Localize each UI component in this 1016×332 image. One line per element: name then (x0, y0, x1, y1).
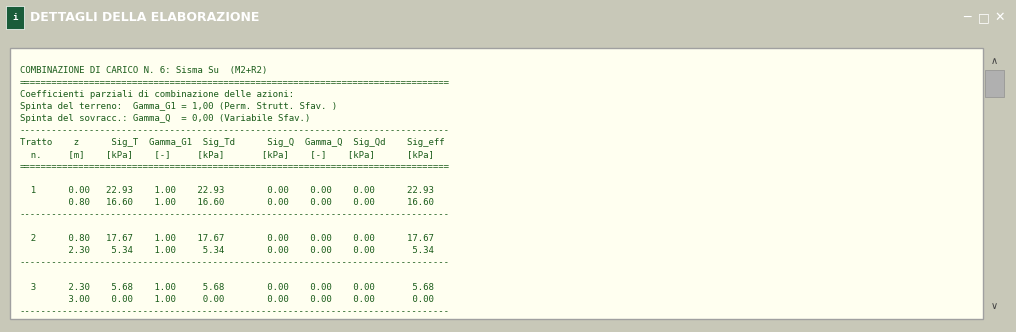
Text: 3.00    0.00    1.00     0.00        0.00    0.00    0.00       0.00: 3.00 0.00 1.00 0.00 0.00 0.00 0.00 0.00 (20, 294, 434, 303)
Text: □: □ (977, 11, 990, 24)
Text: Spinta del terreno:  Gamma_G1 = 1,00 (Perm. Strutt. Sfav. ): Spinta del terreno: Gamma_G1 = 1,00 (Per… (20, 102, 337, 111)
Text: ================================================================================: ========================================… (20, 78, 450, 87)
FancyBboxPatch shape (10, 48, 983, 319)
Text: DETTAGLI DELLA ELABORAZIONE: DETTAGLI DELLA ELABORAZIONE (30, 11, 260, 24)
Text: COMBINAZIONE DI CARICO N. 6: Sisma Su  (M2+R2): COMBINAZIONE DI CARICO N. 6: Sisma Su (M… (20, 66, 267, 75)
Text: --------------------------------------------------------------------------------: ----------------------------------------… (20, 126, 450, 135)
Text: --------------------------------------------------------------------------------: ----------------------------------------… (20, 307, 450, 316)
Text: Spinta del sovracc.: Gamma_Q  = 0,00 (Variabile Sfav.): Spinta del sovracc.: Gamma_Q = 0,00 (Var… (20, 114, 310, 123)
Text: i: i (12, 13, 18, 22)
Text: --------------------------------------------------------------------------------: ----------------------------------------… (20, 258, 450, 268)
Text: 0.80   16.60    1.00    16.60        0.00    0.00    0.00      16.60: 0.80 16.60 1.00 16.60 0.00 0.00 0.00 16.… (20, 198, 434, 207)
Text: --------------------------------------------------------------------------------: ----------------------------------------… (20, 210, 450, 219)
Text: ✕: ✕ (995, 11, 1005, 24)
Text: 3      2.30    5.68    1.00     5.68        0.00    0.00    0.00       5.68: 3 2.30 5.68 1.00 5.68 0.00 0.00 0.00 5.6… (20, 283, 434, 291)
Text: ∨: ∨ (991, 300, 999, 311)
Text: Coefficienti parziali di combinazione delle azioni:: Coefficienti parziali di combinazione de… (20, 90, 294, 99)
Text: n.     [m]    [kPa]    [-]     [kPa]       [kPa]    [-]    [kPa]      [kPa]: n. [m] [kPa] [-] [kPa] [kPa] [-] [kPa] [… (20, 150, 434, 159)
Text: ─: ─ (963, 11, 971, 24)
FancyBboxPatch shape (6, 6, 24, 29)
Text: 2.30    5.34    1.00     5.34        0.00    0.00    0.00       5.34: 2.30 5.34 1.00 5.34 0.00 0.00 0.00 5.34 (20, 246, 434, 255)
FancyBboxPatch shape (986, 70, 1004, 97)
Text: ∧: ∧ (991, 56, 999, 66)
Text: 1      0.00   22.93    1.00    22.93        0.00    0.00    0.00      22.93: 1 0.00 22.93 1.00 22.93 0.00 0.00 0.00 2… (20, 186, 434, 195)
Text: 2      0.80   17.67    1.00    17.67        0.00    0.00    0.00      17.67: 2 0.80 17.67 1.00 17.67 0.00 0.00 0.00 1… (20, 234, 434, 243)
Text: ================================================================================: ========================================… (20, 162, 450, 171)
Text: Tratto    z      Sig_T  Gamma_G1  Sig_Td      Sig_Q  Gamma_Q  Sig_Qd    Sig_eff: Tratto z Sig_T Gamma_G1 Sig_Td Sig_Q Gam… (20, 138, 445, 147)
